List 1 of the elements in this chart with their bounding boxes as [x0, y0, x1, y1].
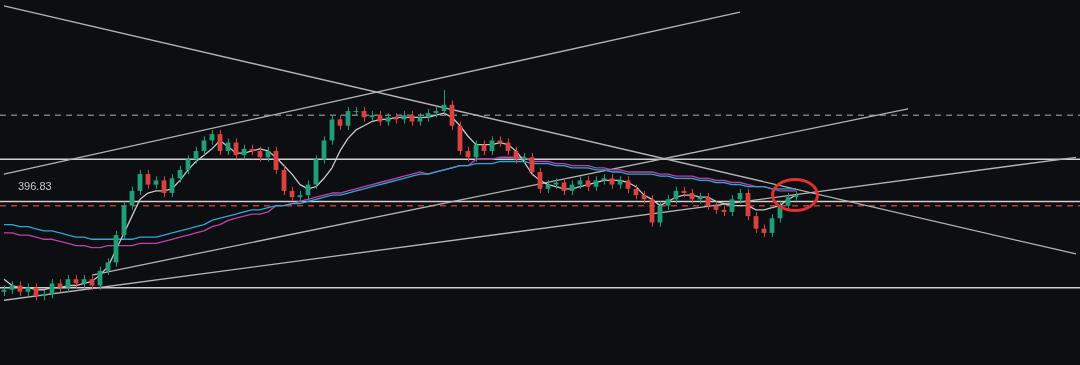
annotation: 396.83 — [18, 179, 52, 192]
